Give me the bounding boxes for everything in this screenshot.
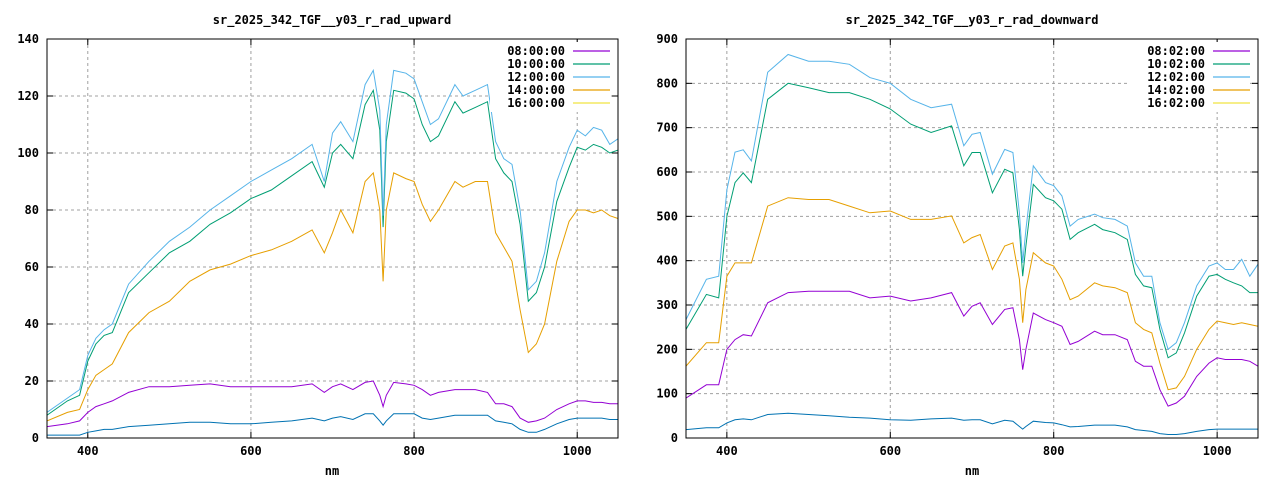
- series-line-100200: [686, 82, 1258, 359]
- y-tick-label: 80: [25, 203, 39, 217]
- x-tick-label: 800: [403, 444, 425, 458]
- series-line-140200: [686, 197, 1258, 391]
- series-line-160200: [686, 412, 1258, 435]
- y-tick-label: 700: [656, 121, 678, 135]
- series-line-080000: [47, 380, 618, 428]
- y-tick-label: 500: [656, 209, 678, 223]
- y-tick-label: 900: [656, 32, 678, 46]
- legend-label: 12:00:00: [507, 70, 565, 84]
- x-tick-label: 400: [716, 444, 738, 458]
- series-line-120000: [47, 68, 618, 413]
- series-line-160000: [47, 413, 618, 436]
- plot-frame: [685, 38, 1259, 439]
- y-tick-label: 0: [671, 431, 678, 445]
- x-tick-label: 1000: [563, 444, 592, 458]
- y-tick-label: 300: [656, 298, 678, 312]
- upward-radiance-chart: sr_2025_342_TGF__y03_r_rad_upward nm 0 20…: [17, 13, 619, 478]
- plot-frame: [46, 38, 619, 439]
- series-line-080200: [686, 290, 1258, 407]
- y-tick-label: 200: [656, 342, 678, 356]
- y-tick-label: 100: [17, 146, 39, 160]
- series-line-120200: [686, 53, 1258, 351]
- x-axis-label: nm: [965, 464, 979, 478]
- downward-radiance-chart: sr_2025_342_TGF__y03_r_rad_downward nm 0…: [656, 13, 1259, 478]
- x-tick-label: 600: [240, 444, 262, 458]
- legend-label: 16:02:00: [1147, 96, 1205, 110]
- x-tick-label: 800: [1043, 444, 1065, 458]
- y-tick-label: 400: [656, 254, 678, 268]
- x-tick-label: 400: [77, 444, 99, 458]
- legend-label: 10:00:00: [507, 57, 565, 71]
- x-tick-label: 1000: [1203, 444, 1232, 458]
- y-tick-label: 120: [17, 89, 39, 103]
- legend-label: 16:00:00: [507, 96, 565, 110]
- series-line-100000: [47, 88, 618, 416]
- y-tick-label: 600: [656, 165, 678, 179]
- y-tick-label: 100: [656, 387, 678, 401]
- legend-label: 08:00:00: [507, 44, 565, 58]
- y-tick-label: 60: [25, 260, 39, 274]
- x-tick-label: 600: [879, 444, 901, 458]
- chart-title: sr_2025_342_TGF__y03_r_rad_downward: [846, 13, 1099, 28]
- legend-label: 14:00:00: [507, 83, 565, 97]
- y-tick-label: 20: [25, 374, 39, 388]
- y-tick-label: 40: [25, 317, 39, 331]
- legend-label: 12:02:00: [1147, 70, 1205, 84]
- series-line-140000: [47, 171, 618, 422]
- x-axis-label: nm: [325, 464, 339, 478]
- y-tick-label: 0: [32, 431, 39, 445]
- legend-label: 14:02:00: [1147, 83, 1205, 97]
- y-tick-label: 140: [17, 32, 39, 46]
- legend-label: 08:02:00: [1147, 44, 1205, 58]
- y-tick-label: 800: [656, 76, 678, 90]
- legend-label: 10:02:00: [1147, 57, 1205, 71]
- chart-title: sr_2025_342_TGF__y03_r_rad_upward: [213, 13, 451, 28]
